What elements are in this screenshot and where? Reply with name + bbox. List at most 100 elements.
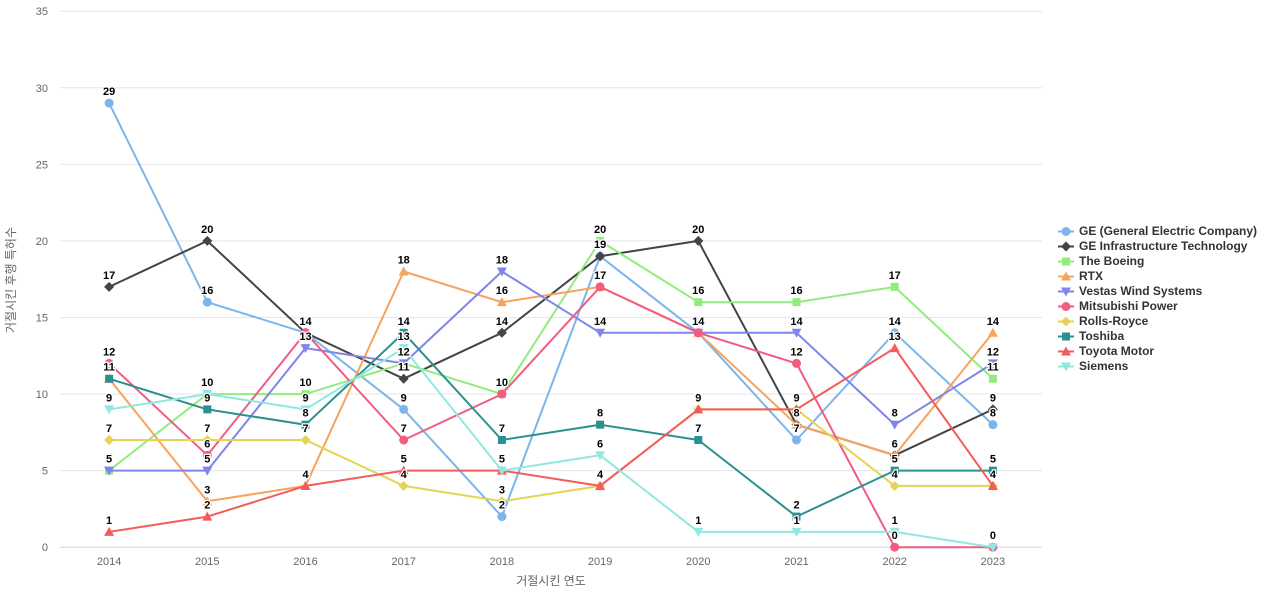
- data-point-marker[interactable]: [300, 405, 311, 415]
- data-point-marker[interactable]: [496, 496, 507, 507]
- data-point-marker[interactable]: [300, 434, 311, 445]
- legend-marker-icon: [1058, 271, 1074, 281]
- x-axis-tick-label: 2015: [195, 556, 219, 568]
- data-point-marker[interactable]: [202, 496, 213, 506]
- data-point-marker[interactable]: [398, 266, 409, 276]
- data-point-marker[interactable]: [987, 359, 998, 369]
- data-point-marker[interactable]: [203, 405, 212, 414]
- data-point-marker[interactable]: [398, 359, 409, 369]
- data-point-marker[interactable]: [889, 343, 900, 353]
- data-point-marker[interactable]: [596, 420, 605, 429]
- data-point-marker[interactable]: [596, 236, 605, 245]
- data-point-marker[interactable]: [890, 328, 900, 338]
- data-point-marker[interactable]: [104, 466, 115, 476]
- data-point-marker[interactable]: [202, 511, 213, 521]
- data-point-marker[interactable]: [792, 298, 801, 307]
- data-point-marker[interactable]: [398, 465, 409, 475]
- data-point-marker[interactable]: [889, 527, 900, 537]
- data-point-marker[interactable]: [399, 404, 409, 414]
- data-point-marker[interactable]: [496, 297, 507, 307]
- data-point-marker[interactable]: [595, 251, 606, 262]
- data-point-marker[interactable]: [497, 512, 507, 522]
- data-point-marker[interactable]: [987, 404, 998, 415]
- legend-item-the-boeing[interactable]: The Boeing: [1058, 254, 1257, 269]
- data-point-marker[interactable]: [104, 98, 114, 108]
- data-point-marker[interactable]: [791, 328, 802, 338]
- data-point-marker[interactable]: [890, 542, 900, 552]
- data-point-marker[interactable]: [693, 527, 704, 537]
- data-point-label: 1: [106, 515, 112, 527]
- data-point-marker[interactable]: [496, 327, 507, 338]
- data-point-marker[interactable]: [890, 282, 899, 291]
- data-point-label: 12: [398, 346, 410, 358]
- x-axis-tick-label: 2023: [981, 556, 1005, 568]
- legend-item-mitsubishi-power[interactable]: Mitsubishi Power: [1058, 299, 1257, 314]
- data-point-marker[interactable]: [595, 451, 606, 461]
- data-point-marker[interactable]: [399, 328, 408, 337]
- data-point-marker[interactable]: [104, 281, 115, 292]
- data-point-marker[interactable]: [889, 480, 900, 491]
- data-point-marker[interactable]: [202, 466, 213, 476]
- data-point-marker[interactable]: [987, 327, 998, 337]
- data-point-marker[interactable]: [694, 435, 703, 444]
- data-point-marker[interactable]: [202, 450, 212, 460]
- x-axis-tick-label: 2016: [293, 556, 317, 568]
- legend-item-toshiba[interactable]: Toshiba: [1058, 329, 1257, 344]
- data-point-marker[interactable]: [398, 373, 409, 384]
- data-point-marker[interactable]: [791, 404, 802, 414]
- data-point-marker[interactable]: [104, 526, 115, 536]
- data-point-marker[interactable]: [988, 420, 998, 430]
- data-point-marker[interactable]: [694, 298, 703, 307]
- data-point-marker[interactable]: [300, 480, 311, 490]
- data-point-marker[interactable]: [105, 374, 114, 383]
- data-point-marker[interactable]: [104, 434, 115, 445]
- data-point-marker[interactable]: [987, 480, 998, 490]
- data-point-label: 13: [398, 331, 410, 343]
- data-point-marker[interactable]: [595, 282, 605, 292]
- legend-item-rtx[interactable]: RTX: [1058, 269, 1257, 284]
- data-point-marker[interactable]: [300, 344, 311, 354]
- data-point-marker[interactable]: [890, 466, 899, 475]
- data-point-marker[interactable]: [301, 420, 310, 429]
- data-point-marker[interactable]: [792, 512, 801, 521]
- data-point-marker[interactable]: [595, 328, 606, 338]
- data-point-marker[interactable]: [595, 480, 606, 490]
- data-point-marker[interactable]: [792, 435, 801, 445]
- data-point-marker[interactable]: [398, 344, 409, 354]
- data-point-marker[interactable]: [202, 235, 213, 246]
- data-point-marker[interactable]: [889, 420, 900, 430]
- data-point-marker[interactable]: [301, 390, 310, 399]
- series-line-rtx: [108, 270, 994, 503]
- data-point-marker[interactable]: [889, 450, 900, 460]
- data-point-marker[interactable]: [202, 390, 213, 400]
- data-point-marker[interactable]: [791, 527, 802, 537]
- data-point-marker[interactable]: [104, 405, 115, 415]
- legend-item-siemens[interactable]: Siemens: [1058, 359, 1257, 374]
- data-point-marker[interactable]: [398, 480, 409, 491]
- data-point-marker[interactable]: [792, 358, 801, 368]
- data-point-marker[interactable]: [399, 435, 409, 445]
- data-point-marker[interactable]: [987, 543, 998, 553]
- legend-item-rolls-royce[interactable]: Rolls-Royce: [1058, 314, 1257, 329]
- data-point-marker[interactable]: [104, 358, 114, 368]
- data-point-marker[interactable]: [202, 434, 213, 445]
- legend-item-ge-general-electric-company[interactable]: GE (General Electric Company): [1058, 224, 1257, 239]
- legend-label: GE (General Electric Company): [1079, 224, 1258, 238]
- data-point-marker[interactable]: [791, 419, 802, 429]
- data-point-marker[interactable]: [988, 466, 997, 475]
- data-point-marker[interactable]: [693, 404, 704, 414]
- legend-item-vestas-wind-systems[interactable]: Vestas Wind Systems: [1058, 284, 1257, 299]
- data-point-marker[interactable]: [693, 328, 703, 338]
- data-point-marker[interactable]: [497, 389, 507, 399]
- data-point-marker[interactable]: [988, 374, 997, 383]
- data-point-marker[interactable]: [693, 235, 704, 246]
- legend-item-ge-infrastructure-technology[interactable]: GE Infrastructure Technology: [1058, 239, 1257, 254]
- data-point-marker[interactable]: [497, 435, 506, 444]
- data-point-marker[interactable]: [202, 297, 212, 307]
- legend-item-toyota-motor[interactable]: Toyota Motor: [1058, 344, 1257, 359]
- data-point-marker[interactable]: [496, 267, 507, 277]
- data-point-marker[interactable]: [301, 328, 310, 338]
- data-point-marker[interactable]: [496, 466, 507, 476]
